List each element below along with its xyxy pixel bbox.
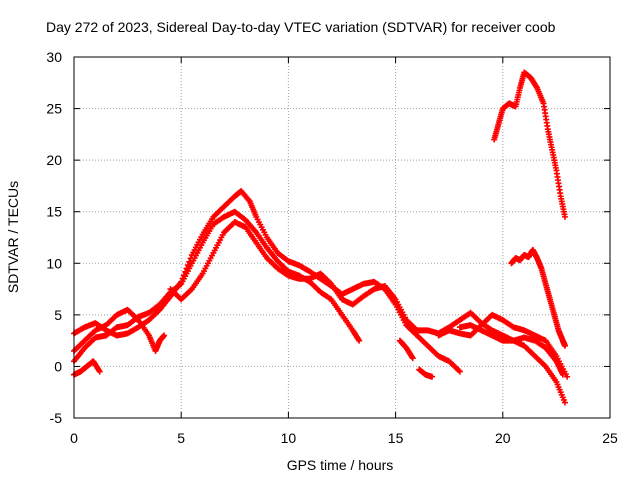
data-point [182, 268, 189, 275]
data-point [180, 272, 187, 279]
series-track-11 [508, 246, 568, 349]
series-track-6 [396, 337, 416, 362]
x-tick-label: 10 [281, 430, 297, 446]
data-point [561, 213, 568, 220]
data-point [356, 337, 363, 344]
data-point [559, 371, 566, 378]
x-tick-label: 20 [495, 430, 511, 446]
x-axis-title: GPS time / hours [287, 457, 394, 473]
y-tick-label: 10 [46, 255, 62, 271]
series-track-7 [416, 366, 436, 380]
data-point [186, 258, 193, 265]
data-point [184, 262, 191, 269]
x-tick-label: 25 [602, 430, 618, 446]
x-tick-label: 0 [70, 430, 78, 446]
data-point [187, 255, 194, 262]
y-tick-label: 20 [46, 152, 62, 168]
plot-frame [73, 56, 611, 419]
series-track-5 [167, 219, 568, 406]
y-tick-label: 30 [46, 49, 62, 65]
data-point [429, 373, 436, 380]
grid-lines [74, 57, 610, 418]
axis-ticks: 0 5 10 15 20 25 -5 0 5 10 15 20 25 30 [46, 49, 618, 446]
series-track-10 [491, 69, 568, 220]
y-tick-label: 25 [46, 101, 62, 117]
y-tick-label: 0 [54, 358, 62, 374]
data-point [179, 275, 186, 282]
data-point [161, 332, 168, 339]
data-point [178, 278, 185, 285]
data-point [456, 368, 463, 375]
series-track-3 [71, 306, 168, 354]
y-tick-label: 5 [54, 307, 62, 323]
y-axis-title: SDTVAR / TECUs [5, 181, 21, 293]
x-tick-label: 5 [177, 430, 185, 446]
data-point [561, 342, 568, 349]
y-tick-label: 15 [46, 204, 62, 220]
data-point [564, 373, 571, 380]
series-track-9 [456, 322, 566, 378]
series-track-1 [71, 208, 363, 365]
data-point [561, 399, 568, 406]
y-tick-label: -5 [50, 410, 63, 426]
data-points [71, 69, 571, 406]
x-tick-label: 15 [388, 430, 404, 446]
data-point [96, 368, 103, 375]
data-point [183, 265, 190, 272]
chart-title: Day 272 of 2023, Sidereal Day-to-day VTE… [46, 19, 556, 35]
series-track-4 [71, 358, 103, 378]
data-point [409, 355, 416, 362]
